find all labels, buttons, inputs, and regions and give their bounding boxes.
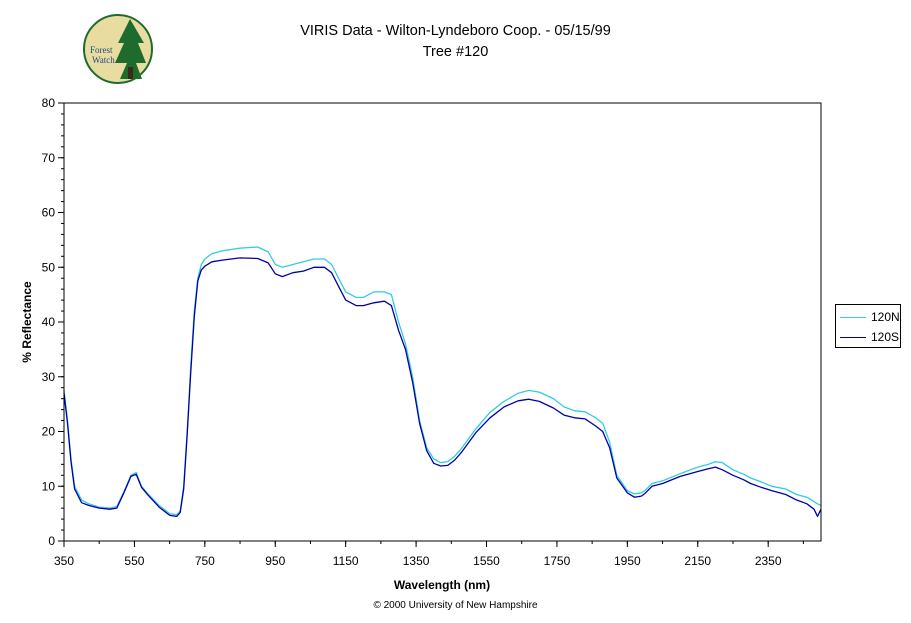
y-tick-label: 20	[42, 425, 56, 439]
y-tick-label: 10	[42, 479, 56, 493]
series-line-120S	[63, 257, 822, 518]
x-tick-label: 950	[265, 554, 285, 568]
legend-label-120N: 120N	[871, 310, 900, 324]
x-tick-label: 2350	[755, 554, 782, 568]
x-tick-label: 1350	[403, 554, 430, 568]
legend-swatch-120S	[840, 337, 866, 338]
x-tick-label: 1750	[544, 554, 571, 568]
chart-title: VIRIS Data - Wilton-Lyndeboro Coop. - 05…	[300, 23, 611, 39]
x-tick-label: 1550	[473, 554, 500, 568]
y-axis-ticks: 0 10 20 30 40 50 60 70 80	[42, 96, 64, 548]
chart-subtitle: Tree #120	[422, 44, 489, 60]
x-tick-label: 550	[124, 554, 144, 568]
copyright-text: © 2000 University of New Hampshire	[373, 600, 538, 611]
y-axis-title: % Reflectance	[20, 281, 34, 363]
x-tick-label: 350	[54, 554, 74, 568]
y-tick-label: 40	[42, 315, 56, 329]
plot-area-frame	[63, 102, 822, 542]
x-tick-label: 2150	[684, 554, 711, 568]
y-tick-label: 70	[42, 151, 56, 165]
y-tick-label: 60	[42, 206, 56, 220]
y-tick-label: 50	[42, 260, 56, 274]
y-tick-label: 80	[42, 96, 56, 110]
legend-swatch-120N	[840, 317, 866, 318]
series-line-120N	[63, 246, 822, 516]
x-axis-ticks: 350 550 750 950 1150 1350 1550 1750 1950 2150 2350	[54, 541, 804, 568]
forest-watch-logo: Forest Watch	[83, 14, 153, 84]
series-layer	[63, 246, 822, 518]
x-tick-label: 750	[195, 554, 215, 568]
x-tick-label: 1950	[614, 554, 641, 568]
legend: 120N 120S	[835, 304, 901, 348]
y-tick-label: 30	[42, 370, 56, 384]
x-tick-label: 1150	[333, 554, 359, 568]
logo-text-watch: Watch	[92, 55, 115, 65]
y-tick-label: 0	[48, 534, 55, 548]
legend-label-120S: 120S	[871, 330, 900, 344]
logo-text-forest: Forest	[90, 45, 113, 55]
x-axis-title: Wavelength (nm)	[394, 578, 490, 592]
